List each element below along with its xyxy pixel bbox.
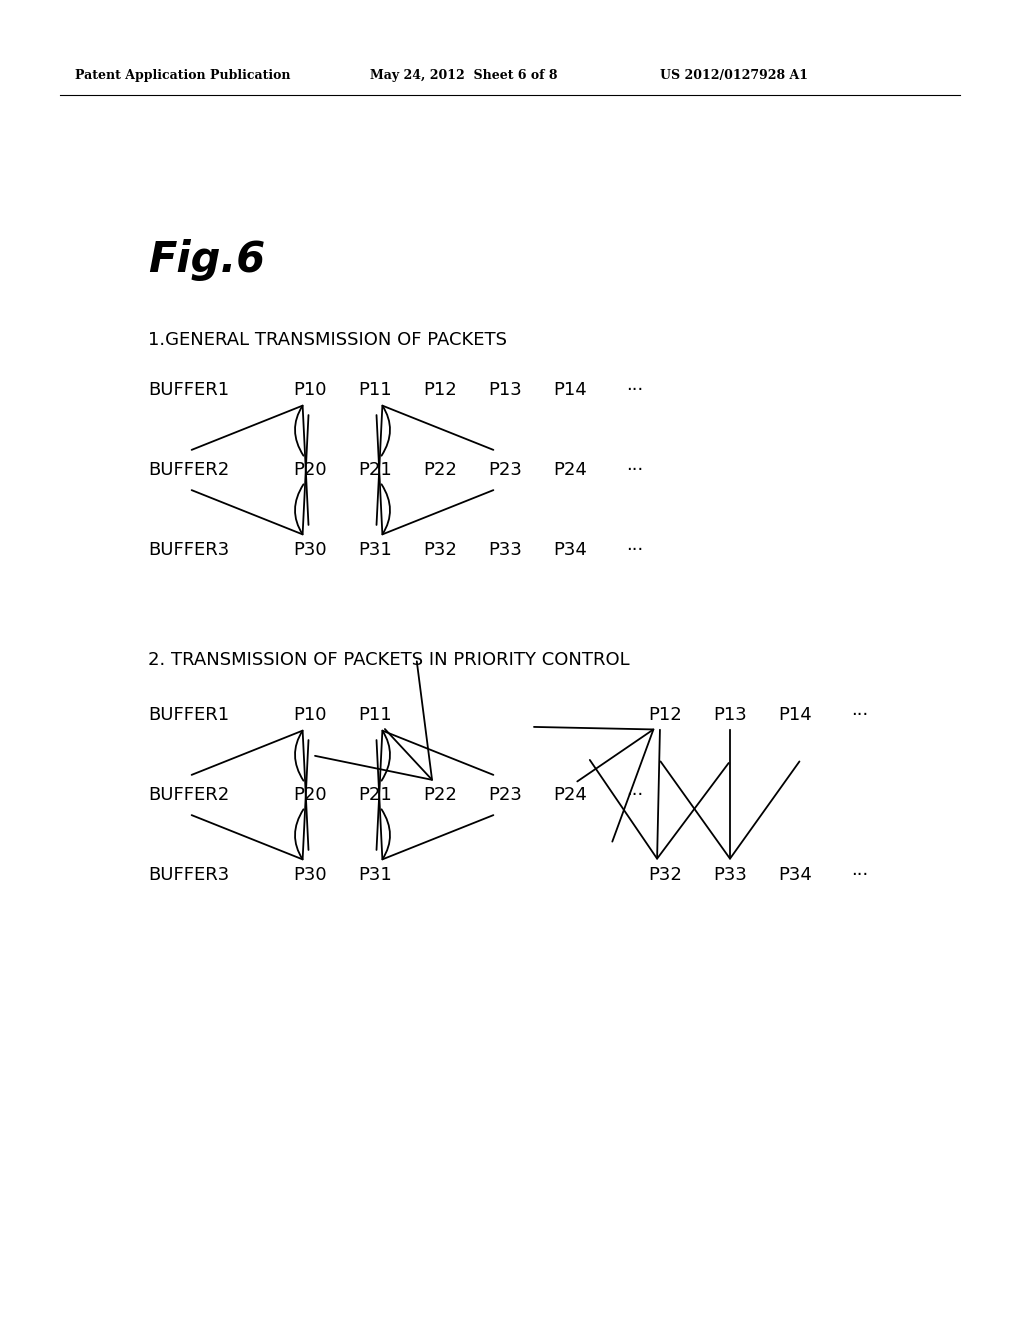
Text: P23: P23 bbox=[488, 785, 522, 804]
Text: P30: P30 bbox=[293, 541, 327, 558]
Text: P33: P33 bbox=[713, 866, 746, 884]
Text: P12: P12 bbox=[423, 381, 457, 399]
Text: P23: P23 bbox=[488, 461, 522, 479]
Text: P22: P22 bbox=[423, 785, 457, 804]
Text: BUFFER1: BUFFER1 bbox=[148, 381, 229, 399]
Text: P12: P12 bbox=[648, 706, 682, 723]
Text: ···: ··· bbox=[851, 706, 868, 723]
Text: P24: P24 bbox=[553, 461, 587, 479]
Text: P34: P34 bbox=[553, 541, 587, 558]
Text: P14: P14 bbox=[553, 381, 587, 399]
Text: ···: ··· bbox=[851, 866, 868, 884]
Text: P13: P13 bbox=[713, 706, 746, 723]
Text: BUFFER3: BUFFER3 bbox=[148, 541, 229, 558]
Text: P33: P33 bbox=[488, 541, 522, 558]
Text: ···: ··· bbox=[627, 461, 644, 479]
Text: ···: ··· bbox=[627, 381, 644, 399]
Text: 2. TRANSMISSION OF PACKETS IN PRIORITY CONTROL: 2. TRANSMISSION OF PACKETS IN PRIORITY C… bbox=[148, 651, 630, 669]
Text: Patent Application Publication: Patent Application Publication bbox=[75, 69, 291, 82]
Text: BUFFER2: BUFFER2 bbox=[148, 785, 229, 804]
Text: P20: P20 bbox=[293, 461, 327, 479]
Text: BUFFER2: BUFFER2 bbox=[148, 461, 229, 479]
Text: P11: P11 bbox=[358, 706, 392, 723]
Text: P10: P10 bbox=[293, 381, 327, 399]
Text: P31: P31 bbox=[358, 541, 392, 558]
Text: Fig.6: Fig.6 bbox=[148, 239, 265, 281]
Text: P21: P21 bbox=[358, 785, 392, 804]
Text: P10: P10 bbox=[293, 706, 327, 723]
Text: US 2012/0127928 A1: US 2012/0127928 A1 bbox=[660, 69, 808, 82]
Text: P32: P32 bbox=[423, 541, 457, 558]
Text: ···: ··· bbox=[627, 785, 644, 804]
Text: ···: ··· bbox=[627, 541, 644, 558]
Text: P13: P13 bbox=[488, 381, 522, 399]
Text: P20: P20 bbox=[293, 785, 327, 804]
Text: P30: P30 bbox=[293, 866, 327, 884]
Text: P24: P24 bbox=[553, 785, 587, 804]
Text: P31: P31 bbox=[358, 866, 392, 884]
Text: May 24, 2012  Sheet 6 of 8: May 24, 2012 Sheet 6 of 8 bbox=[370, 69, 557, 82]
Text: 1.GENERAL TRANSMISSION OF PACKETS: 1.GENERAL TRANSMISSION OF PACKETS bbox=[148, 331, 507, 348]
Text: P34: P34 bbox=[778, 866, 812, 884]
Text: P32: P32 bbox=[648, 866, 682, 884]
Text: P14: P14 bbox=[778, 706, 812, 723]
Text: P21: P21 bbox=[358, 461, 392, 479]
Text: P22: P22 bbox=[423, 461, 457, 479]
Text: P11: P11 bbox=[358, 381, 392, 399]
Text: BUFFER1: BUFFER1 bbox=[148, 706, 229, 723]
Text: BUFFER3: BUFFER3 bbox=[148, 866, 229, 884]
